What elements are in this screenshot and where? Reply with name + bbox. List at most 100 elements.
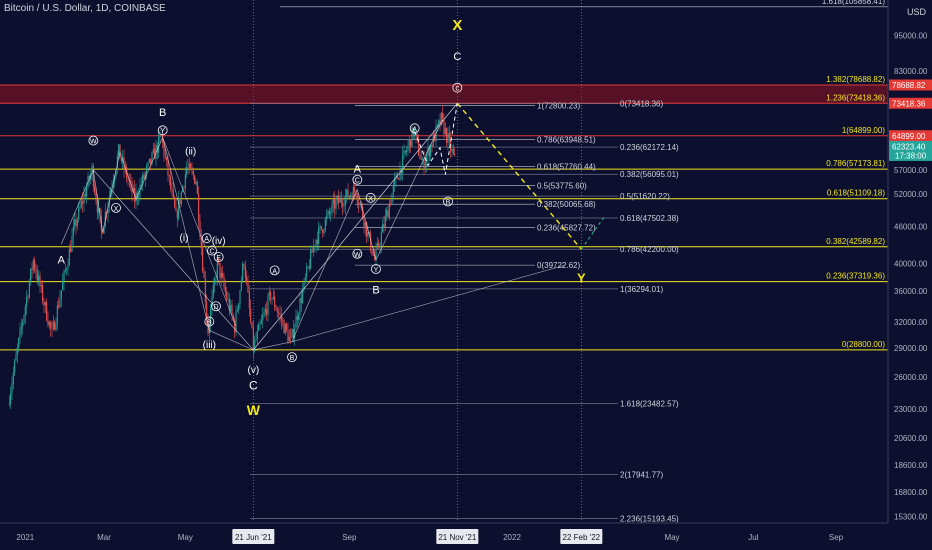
candle-body xyxy=(312,246,314,253)
candle-body xyxy=(176,211,178,219)
candle-body xyxy=(8,403,10,405)
candle-body xyxy=(363,217,365,228)
candle-body xyxy=(202,248,204,272)
wave-label-circle xyxy=(111,202,121,213)
trendline xyxy=(291,264,566,342)
candle-body xyxy=(380,232,382,246)
candle-body xyxy=(244,266,246,278)
trendline xyxy=(93,169,254,351)
candle-body xyxy=(431,145,433,147)
candle-body xyxy=(203,271,205,278)
candle-body xyxy=(76,219,78,227)
wave-label: C xyxy=(209,249,214,256)
time-marker-tag xyxy=(232,529,275,544)
fib-retrace-label: 0.618(57760.44) xyxy=(537,162,596,171)
y-tick-label: 20600.00 xyxy=(894,434,928,443)
candle-body xyxy=(162,135,164,143)
wave-label: C xyxy=(249,378,258,392)
candle-body xyxy=(326,215,328,220)
candle-body xyxy=(284,323,286,334)
fib-level-label: 0.618(51109.18) xyxy=(827,189,885,198)
candle-body xyxy=(287,329,289,342)
candle-body xyxy=(63,271,65,282)
trendline xyxy=(253,103,458,351)
wave-label-circle xyxy=(409,123,420,134)
candle-body xyxy=(112,182,114,188)
fib-retrace-label: 0.5(53775.60) xyxy=(537,181,587,190)
candle-body xyxy=(303,279,305,290)
candle-body xyxy=(271,298,273,300)
candle-body xyxy=(290,336,292,338)
candle-body xyxy=(294,328,296,338)
candle-body xyxy=(22,322,24,327)
candle-body xyxy=(296,316,298,320)
wave-label-circle xyxy=(452,82,463,93)
candle-body xyxy=(80,201,82,208)
candle-body xyxy=(32,259,34,271)
candle-body xyxy=(387,210,389,218)
candle-body xyxy=(198,193,200,221)
wave-label-circle xyxy=(213,252,224,262)
candle-body xyxy=(338,196,340,203)
candle-body xyxy=(135,192,137,202)
candle-body xyxy=(247,281,249,292)
candle-body xyxy=(220,272,222,278)
candle-body xyxy=(438,120,440,125)
candle-body xyxy=(143,174,145,179)
candle-body xyxy=(35,268,37,274)
y-tick-label: 15300.00 xyxy=(894,513,928,522)
candle-body xyxy=(364,222,366,228)
candle-body xyxy=(31,268,33,271)
wave-label: (i) xyxy=(180,233,189,244)
fib-level-label: 0.786(57173.81) xyxy=(826,159,885,168)
candle-body xyxy=(167,160,169,176)
candle-body xyxy=(55,323,57,330)
candle-body xyxy=(18,338,20,348)
candle-body xyxy=(368,231,370,234)
candle-body xyxy=(95,192,97,201)
candle-body xyxy=(179,199,181,204)
fib-retrace-label: 0.382(50065.68) xyxy=(537,200,596,209)
candle-body xyxy=(451,149,453,152)
candle-body xyxy=(186,167,188,175)
candle-body xyxy=(398,178,400,180)
candle-body xyxy=(286,323,288,330)
candle-body xyxy=(248,291,250,309)
candle-body xyxy=(331,203,333,214)
candle-body xyxy=(180,191,182,204)
candle-body xyxy=(298,314,300,320)
candle-body xyxy=(323,230,325,234)
wave-label-circle xyxy=(365,192,376,203)
candle-body xyxy=(166,157,168,161)
candle-body xyxy=(276,310,278,313)
candle-body xyxy=(66,269,68,271)
candle-body xyxy=(96,200,98,213)
candle-body xyxy=(434,133,436,142)
candle-body xyxy=(314,245,316,247)
candle-body xyxy=(150,158,152,164)
candle-body xyxy=(274,296,276,308)
candle-body xyxy=(175,207,177,212)
candle-body xyxy=(288,336,290,342)
candle-body xyxy=(51,327,53,329)
candle-body xyxy=(23,315,25,323)
candle-body xyxy=(84,193,86,197)
candle-body xyxy=(118,144,120,156)
x-tick-label: Sep xyxy=(829,533,844,542)
wave-label: Y xyxy=(577,270,586,285)
candle-body xyxy=(279,313,281,315)
candle-body xyxy=(242,264,244,281)
candle-body xyxy=(14,360,16,373)
fib-retrace-label: 1(72800.23) xyxy=(537,101,580,110)
candle-body xyxy=(64,270,66,272)
y-tick-label: 57000.00 xyxy=(894,166,928,175)
candle-body xyxy=(59,298,61,308)
candle-body xyxy=(27,296,29,298)
time-marker-tag xyxy=(436,529,479,544)
candle-body xyxy=(444,128,446,135)
candle-body xyxy=(260,320,262,324)
wave-label: E xyxy=(216,255,221,262)
candle-body xyxy=(420,158,422,160)
